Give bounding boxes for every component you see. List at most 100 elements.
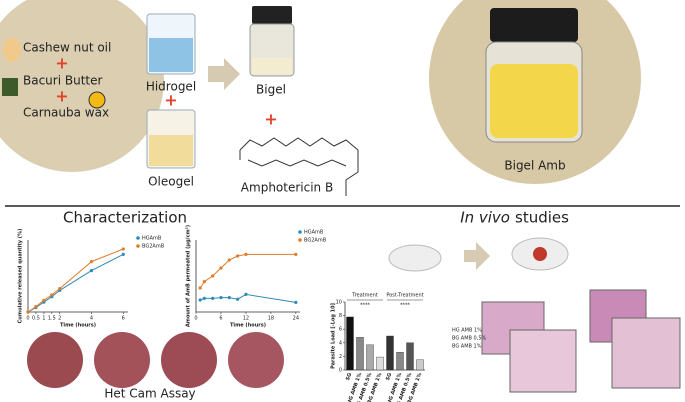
point [89, 260, 94, 264]
x-axis-label: Time (hours) [60, 323, 96, 329]
jar-lid [490, 8, 578, 42]
group-label: Post-Treatment [386, 293, 423, 299]
het-cam-image [161, 332, 217, 388]
point [202, 296, 206, 300]
histology-legend: BG AMB 1% [452, 344, 482, 350]
label: Het Cam Assay [104, 387, 195, 401]
point [227, 296, 231, 300]
plus: + [164, 91, 177, 110]
ingredients-circle [0, 0, 164, 172]
y-tick-label: 10 [336, 300, 342, 306]
x-tick-label: 2 [58, 316, 61, 322]
point [26, 310, 30, 314]
point [294, 252, 298, 256]
point [198, 286, 202, 290]
legend-label: BG2AmB [304, 238, 327, 244]
point [121, 252, 125, 256]
x-tick-label: 0 [194, 316, 197, 322]
het-cam-image [27, 332, 83, 388]
histology-image [611, 317, 681, 389]
cashew-icon [3, 38, 21, 62]
series-line [199, 253, 296, 289]
bar [386, 335, 394, 371]
point [198, 298, 202, 302]
point [236, 297, 240, 301]
lesion [533, 247, 547, 261]
x-tick-label: 0 [26, 316, 29, 322]
x-axis-label: Time (hours) [230, 323, 266, 329]
significance: **** [360, 303, 371, 309]
point [50, 293, 54, 297]
y-tick-label: 6 [339, 327, 342, 333]
bigel-content [252, 58, 292, 74]
mouse [388, 244, 442, 272]
y-axis-label: Amount of AmB permeated (μg/cm²) [186, 225, 192, 327]
bar [406, 342, 414, 371]
bigel-amb-content [490, 64, 578, 138]
point [121, 247, 125, 251]
x-tick-label: 6 [122, 316, 125, 322]
group-label: Treatment [351, 293, 377, 299]
point [211, 296, 215, 300]
bacuri-icon [2, 78, 18, 96]
label: Bigel [256, 83, 286, 97]
section-title: In vivo [460, 209, 510, 227]
point [34, 305, 38, 309]
y-tick-label: 0 [339, 368, 342, 374]
label: Hidrogel [146, 80, 196, 94]
oleogel-liquid [149, 135, 193, 166]
x-tick-label: SG [345, 372, 353, 381]
x-tick-label: SG [385, 372, 393, 381]
bar [366, 344, 374, 371]
point [58, 287, 62, 291]
legend-swatch [298, 238, 302, 242]
legend-label: HGAmB [142, 236, 162, 242]
y-tick-label: 8 [339, 313, 342, 319]
x-tick-label: 1.5 [48, 316, 56, 322]
y-tick-label: 2 [339, 354, 342, 360]
significance: **** [400, 303, 411, 309]
hydrogel-liquid [149, 38, 193, 72]
bar [356, 337, 364, 371]
point [42, 298, 46, 302]
x-tick-label: 18 [268, 316, 274, 322]
het-cam-image [94, 332, 150, 388]
het-cam-image [228, 332, 284, 388]
bar [376, 356, 384, 371]
section-title: Characterization [63, 209, 187, 227]
point [89, 269, 94, 273]
point [294, 300, 298, 304]
x-tick-label: 0.5 [32, 316, 40, 322]
x-tick-label: 24 [293, 316, 299, 322]
x-tick-label: 12 [243, 316, 249, 322]
histology-legend: BG AMB 0,5% [452, 336, 487, 342]
legend-swatch [298, 230, 302, 234]
point [202, 280, 206, 284]
section-title: studies [515, 209, 569, 227]
bar [396, 352, 404, 371]
point [219, 266, 223, 270]
point [244, 292, 248, 296]
point [219, 296, 223, 300]
legend-label: HGAmB [304, 230, 324, 236]
arrow [208, 58, 240, 90]
plus: + [55, 54, 68, 73]
point [244, 252, 248, 256]
series-line [199, 293, 296, 303]
label: Amphotericin B [241, 181, 333, 195]
jar-lid [252, 6, 292, 24]
histology-image [509, 329, 577, 393]
arrow [464, 242, 490, 270]
wax-icon [88, 91, 106, 109]
ingredient: Carnauba wax [23, 106, 109, 120]
point [236, 254, 240, 258]
series-line [27, 253, 124, 313]
histology-legend: HG AMB 1% [452, 328, 482, 334]
y-axis-label: Parasite Load [-Log 10] [331, 303, 337, 369]
plus: + [264, 110, 277, 129]
legend-label: BG2AmB [142, 244, 165, 250]
x-tick-label: 4 [90, 316, 93, 322]
label: Oleogel [148, 175, 194, 189]
